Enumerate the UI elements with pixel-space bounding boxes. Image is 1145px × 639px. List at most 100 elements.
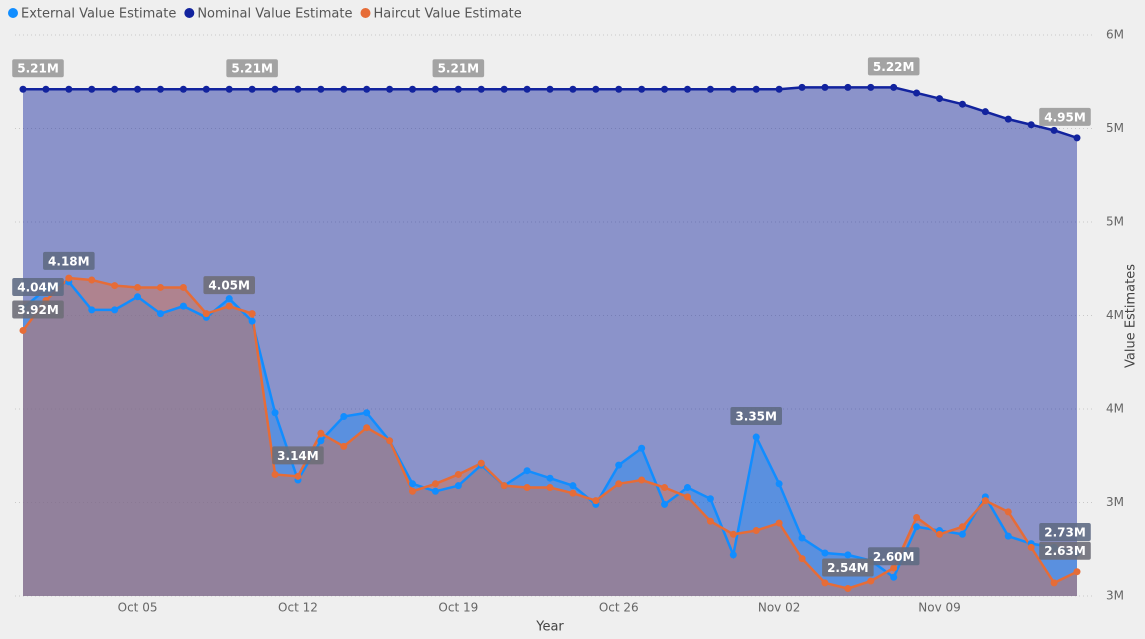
data-point <box>844 83 852 91</box>
data-label: 3.92M <box>12 300 64 319</box>
data-point <box>65 274 73 282</box>
data-label-text: 5.21M <box>17 62 59 76</box>
data-point <box>248 310 256 318</box>
data-point <box>775 519 783 527</box>
y-tick-label: 4M <box>1106 402 1124 416</box>
y-tick-label: 6M <box>1106 28 1124 42</box>
data-point <box>821 549 829 557</box>
data-point <box>661 484 669 492</box>
data-label: 4.95M <box>1039 107 1091 126</box>
data-point <box>88 85 96 93</box>
data-point <box>661 85 669 93</box>
data-point <box>340 442 348 450</box>
data-point <box>500 85 508 93</box>
data-point <box>821 579 829 587</box>
data-point <box>913 523 921 531</box>
data-label: 5.21M <box>12 59 64 78</box>
data-label-text: 5.22M <box>873 60 915 74</box>
data-label-text: 4.18M <box>48 254 90 268</box>
data-point <box>409 85 417 93</box>
data-point <box>1004 508 1012 516</box>
data-label-box <box>12 278 64 297</box>
legend-item: Haircut Value Estimate <box>360 7 522 22</box>
data-point <box>867 83 875 91</box>
data-point <box>409 487 417 495</box>
data-label-box <box>203 276 255 295</box>
data-point <box>546 85 554 93</box>
data-label-box <box>1039 107 1091 126</box>
data-label-text: 3.92M <box>17 303 59 317</box>
data-point <box>500 482 508 490</box>
data-label: 2.54M <box>822 558 874 577</box>
data-label: 2.63M <box>1039 541 1091 560</box>
data-label: 3.14M <box>272 446 324 465</box>
data-point <box>248 85 256 93</box>
legend-label: Haircut Value Estimate <box>373 7 521 22</box>
data-label-text: 2.60M <box>873 550 915 564</box>
legend-label: Nominal Value Estimate <box>197 7 352 22</box>
area-fill <box>23 278 1077 596</box>
data-label-box <box>43 251 95 270</box>
data-label-text: 2.73M <box>1044 525 1086 539</box>
data-point <box>271 85 279 93</box>
data-point <box>202 85 210 93</box>
data-point <box>363 424 371 432</box>
data-point <box>294 472 302 480</box>
data-point <box>431 487 439 495</box>
data-point <box>706 495 714 503</box>
data-point <box>134 85 142 93</box>
x-tick-label: Oct 12 <box>278 601 318 615</box>
data-label-box <box>12 300 64 319</box>
data-point <box>523 467 531 475</box>
data-point <box>569 482 577 490</box>
data-point <box>225 85 233 93</box>
data-point <box>431 480 439 488</box>
y-tick-label: 4M <box>1106 308 1124 322</box>
data-point <box>65 85 73 93</box>
data-label: 4.18M <box>43 251 95 270</box>
data-point <box>615 480 623 488</box>
data-label: 5.21M <box>432 59 485 78</box>
data-label-box <box>12 59 64 78</box>
y-tick-label: 3M <box>1106 495 1124 509</box>
data-point <box>156 310 164 318</box>
data-point <box>523 85 531 93</box>
legend-item: Nominal Value Estimate <box>184 7 352 22</box>
data-label: 2.73M <box>1039 522 1091 541</box>
data-label-text: 2.63M <box>1044 544 1086 558</box>
data-label: 5.21M <box>226 59 278 78</box>
data-point <box>111 282 119 290</box>
data-point <box>638 476 646 484</box>
data-point <box>958 530 966 538</box>
data-point <box>936 95 944 103</box>
data-point <box>202 310 210 318</box>
x-tick-label: Oct 26 <box>599 601 639 615</box>
data-point <box>340 412 348 420</box>
data-point <box>156 85 164 93</box>
data-label-text: 2.54M <box>827 561 869 575</box>
area-fill <box>23 87 1077 597</box>
data-point <box>225 302 233 310</box>
data-point <box>248 317 256 325</box>
data-label-text: 4.05M <box>208 279 250 293</box>
data-point <box>890 573 898 581</box>
data-point <box>225 295 233 303</box>
data-point <box>683 484 691 492</box>
data-point <box>454 85 462 93</box>
y-tick-label: 5M <box>1106 215 1124 229</box>
data-label-box <box>1039 522 1091 541</box>
data-point <box>729 551 737 559</box>
data-point <box>134 293 142 301</box>
data-label-box <box>867 57 920 76</box>
data-point <box>1073 568 1081 576</box>
data-point <box>179 85 187 93</box>
data-point <box>615 85 623 93</box>
data-point <box>1027 543 1035 551</box>
data-point <box>592 497 600 505</box>
legend-label: External Value Estimate <box>21 7 176 22</box>
data-point <box>454 470 462 478</box>
data-point <box>936 530 944 538</box>
data-point <box>111 85 119 93</box>
data-point <box>569 85 577 93</box>
data-point <box>844 551 852 559</box>
